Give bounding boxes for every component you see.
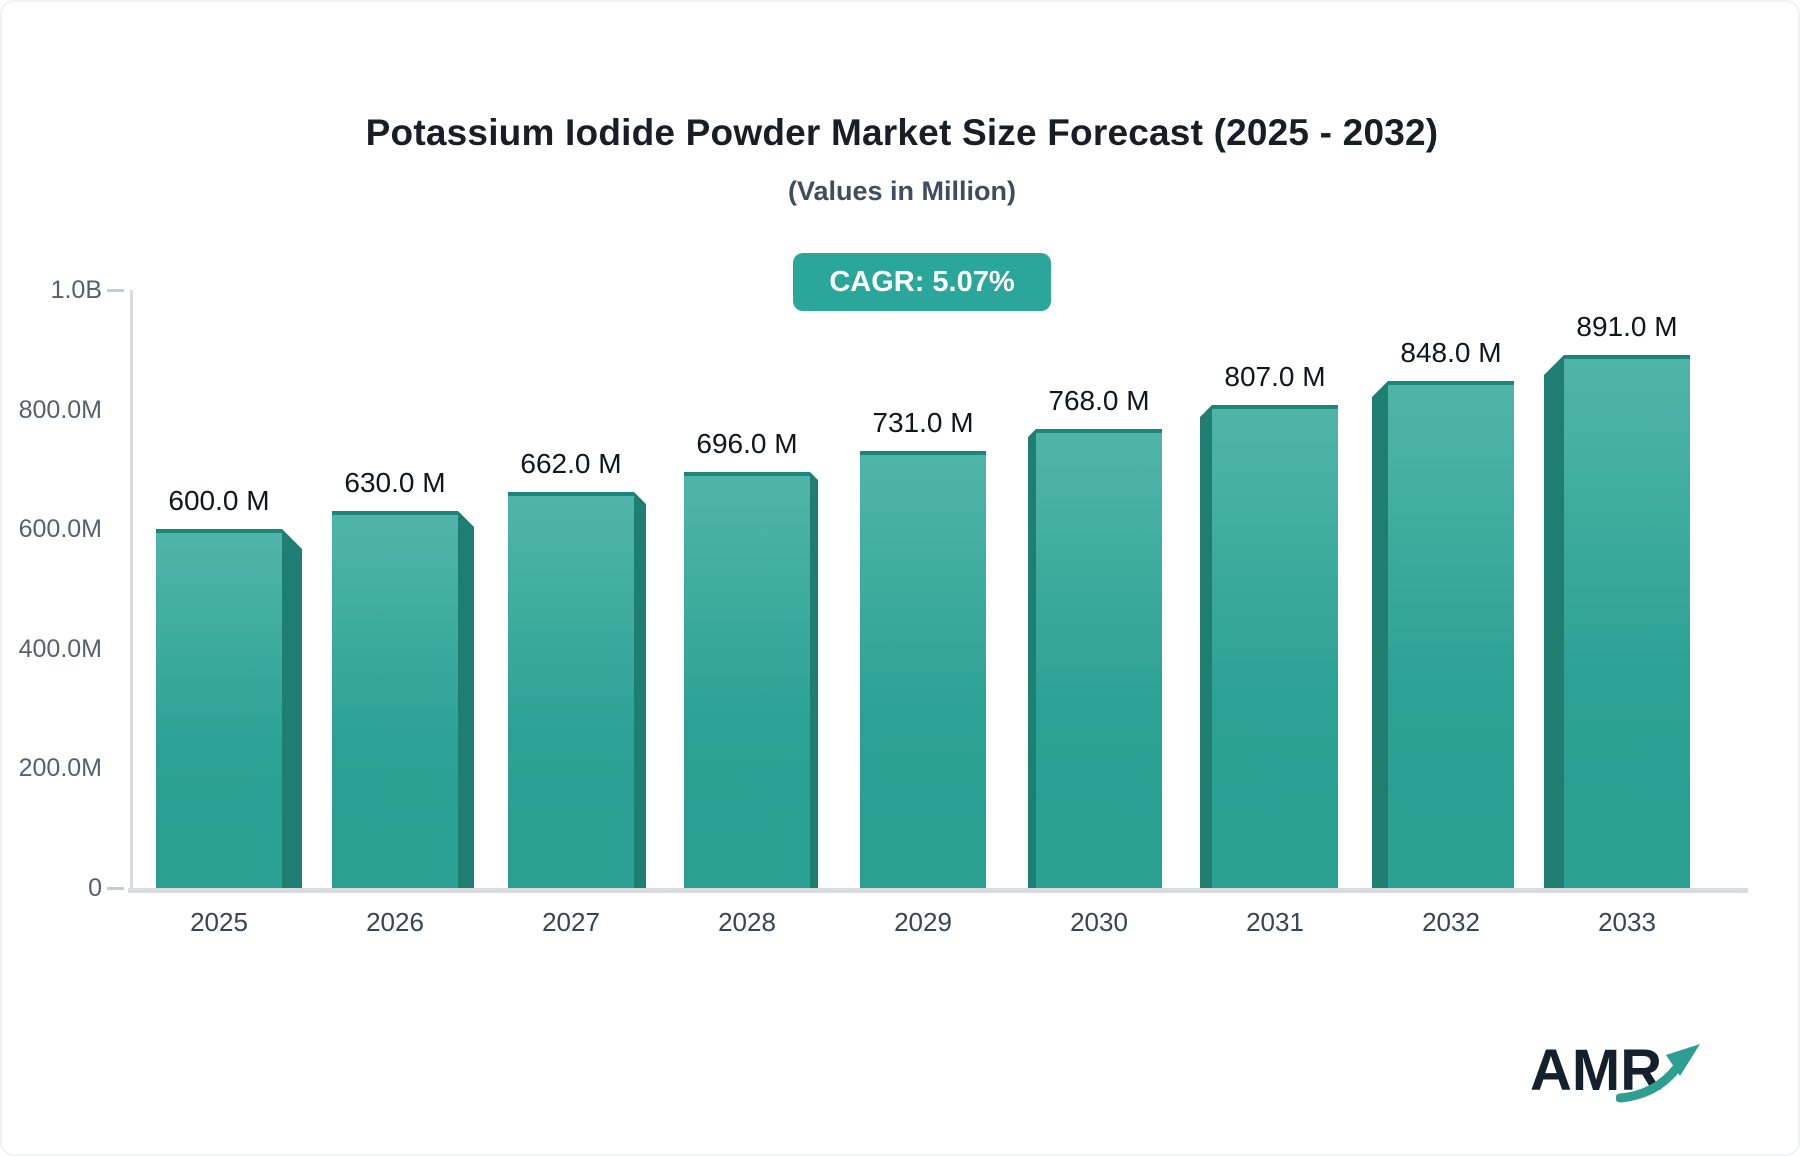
bar-2025	[156, 529, 282, 888]
bar-side-face	[458, 511, 474, 888]
y-axis-tick-label: 200.0M	[18, 754, 102, 783]
x-axis-tick-label: 2033	[1598, 907, 1656, 937]
x-axis-tick-label: 2027	[542, 907, 600, 937]
amr-logo: AMR	[1530, 1037, 1720, 1107]
bar-value-label: 600.0 M	[168, 485, 270, 516]
bar-2028	[684, 472, 810, 888]
x-axis-tick-label: 2025	[190, 907, 248, 937]
bar-2029	[860, 451, 986, 888]
bar-side-face	[1028, 429, 1036, 888]
bar-2033	[1564, 355, 1690, 888]
y-axis-tick-label: 1.0B	[50, 276, 102, 304]
x-axis-tick-label: 2031	[1246, 907, 1304, 937]
bar-side-face	[634, 492, 646, 888]
bar-side-face	[282, 529, 302, 888]
x-axis-tick-label: 2026	[366, 907, 424, 937]
x-axis-tick-label: 2029	[894, 907, 952, 937]
bar-2026	[332, 511, 458, 888]
x-axis-tick-label: 2032	[1422, 907, 1480, 937]
bar-2030	[1036, 429, 1162, 888]
y-axis-tick-label: 600.0M	[18, 515, 102, 544]
y-axis-tick-mark	[107, 289, 124, 292]
bar-value-label: 696.0 M	[696, 428, 798, 459]
cagr-badge: CAGR: 5.07%	[793, 253, 1051, 311]
bar-value-label: 891.0 M	[1576, 311, 1678, 342]
bar-value-label: 807.0 M	[1224, 361, 1326, 392]
bar-side-face	[810, 472, 818, 888]
x-axis-baseline	[128, 888, 1748, 893]
y-axis-tick-label: 400.0M	[18, 634, 102, 663]
bar-side-face	[1200, 405, 1212, 888]
bar-2027	[508, 492, 634, 888]
y-axis-line	[130, 290, 133, 890]
bar-value-label: 662.0 M	[520, 448, 622, 479]
bar-2031	[1212, 405, 1338, 888]
bar-value-label: 731.0 M	[872, 407, 974, 438]
bar-value-label: 768.0 M	[1048, 385, 1150, 416]
x-axis-tick-label: 2028	[718, 907, 776, 937]
bar-value-label: 630.0 M	[344, 467, 446, 498]
growth-arrow-icon	[1616, 1044, 1700, 1103]
y-axis-tick-label: 800.0M	[18, 395, 102, 424]
bar-side-face	[1372, 381, 1388, 888]
y-axis-tick-mark	[107, 887, 124, 890]
y-axis-tick-label: 0	[88, 874, 102, 902]
chart-subtitle: (Values in Million)	[787, 176, 1017, 206]
bar-value-label: 848.0 M	[1400, 337, 1502, 368]
bar-side-face	[1544, 355, 1564, 888]
x-axis-tick-label: 2030	[1070, 907, 1128, 937]
chart-title: Potassium Iodide Powder Market Size Fore…	[365, 112, 1439, 153]
bar-2032	[1388, 381, 1514, 888]
